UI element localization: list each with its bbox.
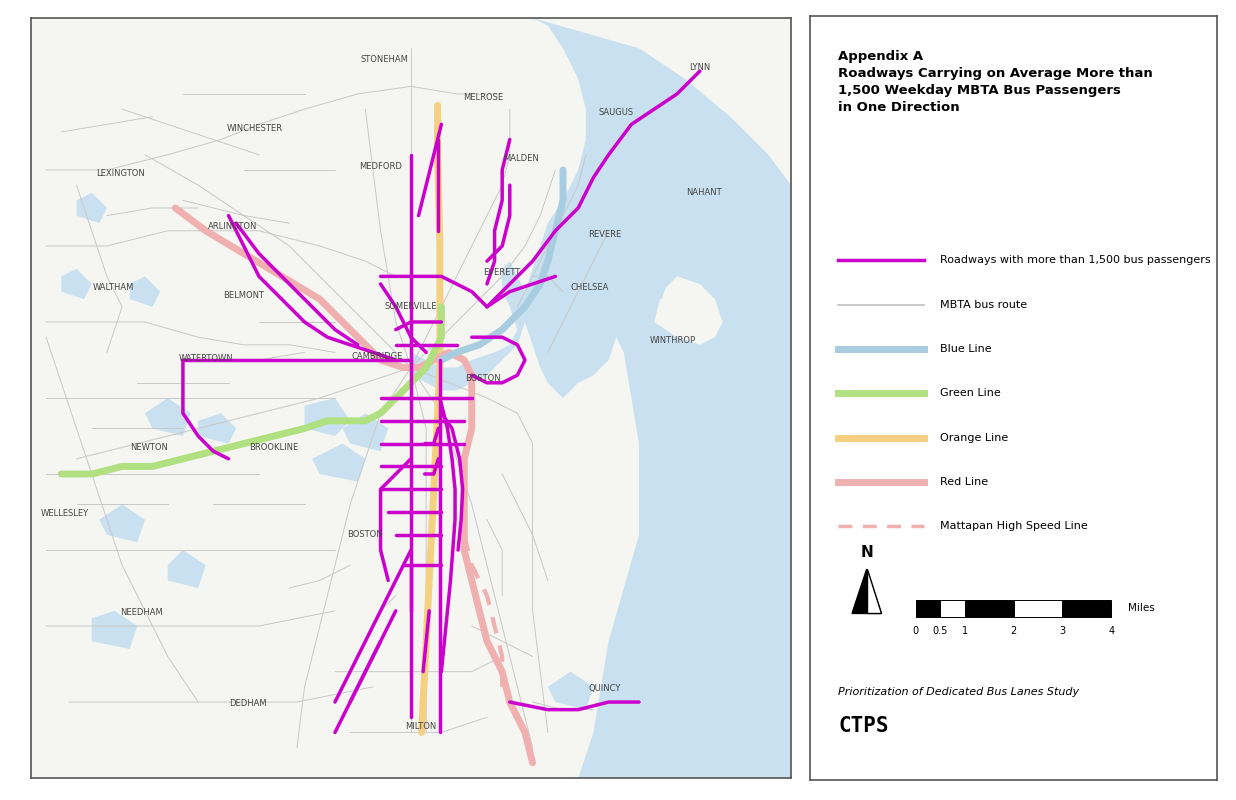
Text: ARLINGTON: ARLINGTON [208,222,257,231]
Text: Mattapan High Speed Line: Mattapan High Speed Line [941,522,1088,531]
Polygon shape [654,147,730,208]
Polygon shape [525,18,791,778]
Text: REVERE: REVERE [588,230,622,239]
Polygon shape [77,193,108,223]
Text: SOMERVILLE: SOMERVILLE [384,302,438,311]
Text: WINCHESTER: WINCHESTER [227,124,283,133]
Bar [1063,600,1111,617]
Bar [941,600,964,617]
Polygon shape [313,444,366,482]
Text: N: N [860,545,873,560]
Text: Green Line: Green Line [941,389,1001,398]
Text: 2: 2 [1010,626,1017,636]
Text: WALTHAM: WALTHAM [93,283,133,292]
Text: Miles: Miles [1127,603,1154,613]
Text: 3: 3 [1059,626,1065,636]
Polygon shape [342,414,388,451]
Text: BOSTON: BOSTON [347,530,383,539]
Text: SAUGUS: SAUGUS [598,109,634,118]
Text: 0.5: 0.5 [932,626,948,636]
Text: BOSTON: BOSTON [466,374,501,383]
Text: CTPS: CTPS [838,716,889,736]
Text: 0: 0 [912,626,918,636]
Polygon shape [91,611,137,649]
Text: CHELSEA: CHELSEA [571,283,609,292]
Text: CAMBRIDGE: CAMBRIDGE [351,352,403,361]
Text: Orange Line: Orange Line [941,433,1009,442]
Polygon shape [198,414,236,444]
Bar [1014,600,1063,617]
Text: WATERTOWN: WATERTOWN [178,354,234,363]
Text: 1: 1 [962,626,968,636]
Polygon shape [654,276,723,345]
Polygon shape [99,505,145,542]
Text: LEXINGTON: LEXINGTON [96,170,145,178]
Polygon shape [145,398,190,436]
Text: Red Line: Red Line [941,477,989,487]
Bar [964,600,1014,617]
Text: WELLESLEY: WELLESLEY [41,509,89,518]
Polygon shape [410,261,525,390]
Text: Roadways with more than 1,500 bus passengers: Roadways with more than 1,500 bus passen… [941,255,1211,266]
Text: QUINCY: QUINCY [588,684,620,693]
Text: NAHANT: NAHANT [686,188,722,198]
Text: STONEHAM: STONEHAM [361,55,408,64]
Polygon shape [852,569,881,614]
Polygon shape [601,710,646,748]
Text: LYNN: LYNN [690,63,711,72]
Polygon shape [62,269,91,299]
Text: MELROSE: MELROSE [464,94,503,102]
Polygon shape [639,261,670,299]
Polygon shape [866,569,881,614]
Text: MBTA bus route: MBTA bus route [941,300,1027,310]
Bar [916,600,941,617]
Text: BROOKLINE: BROOKLINE [250,443,299,452]
Polygon shape [168,550,205,588]
Text: EVERETT: EVERETT [483,268,520,277]
Polygon shape [608,200,639,238]
Text: BELMONT: BELMONT [224,291,265,300]
Text: NEEDHAM: NEEDHAM [120,608,162,617]
Text: Appendix A
Roadways Carrying on Average More than
1,500 Weekday MBTA Bus Passeng: Appendix A Roadways Carrying on Average … [838,50,1153,114]
Text: WINTHROP: WINTHROP [650,337,696,346]
Text: Prioritization of Dedicated Bus Lanes Study: Prioritization of Dedicated Bus Lanes St… [838,687,1079,698]
Text: DEDHAM: DEDHAM [229,699,266,708]
Text: MEDFORD: MEDFORD [360,162,402,170]
Text: Blue Line: Blue Line [941,344,991,354]
Text: NEWTON: NEWTON [130,443,168,452]
Text: MALDEN: MALDEN [503,154,539,163]
Text: 4: 4 [1109,626,1115,636]
Polygon shape [548,672,593,710]
Polygon shape [130,276,161,306]
Polygon shape [304,398,350,436]
Text: MILTON: MILTON [405,722,436,731]
